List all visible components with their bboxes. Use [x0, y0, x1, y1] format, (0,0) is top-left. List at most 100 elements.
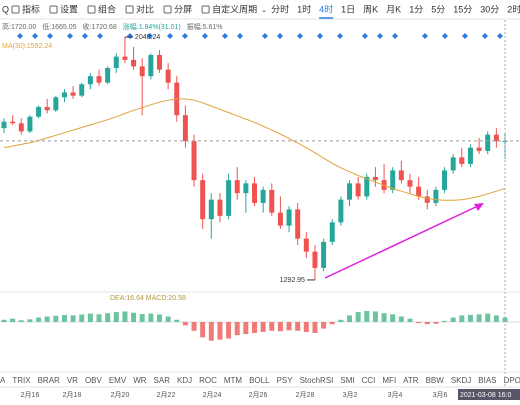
- candle-body: [53, 97, 58, 110]
- macd-bar: [53, 316, 58, 322]
- cursor-time: 2021-03-08 16:0: [460, 392, 511, 399]
- x-label: 2月20: [111, 391, 130, 399]
- high-label: 2040.24: [135, 34, 160, 41]
- macd-bar: [174, 320, 179, 322]
- indicator-tab[interactable]: StochRSI: [300, 376, 334, 385]
- low-label: 1292.95: [280, 277, 305, 284]
- tool-item[interactable]: 分屏: [174, 4, 192, 14]
- candle-body: [338, 200, 343, 223]
- period-tab[interactable]: 30分: [480, 4, 499, 14]
- macd-bar: [235, 322, 240, 335]
- candle-body: [459, 157, 464, 164]
- tool-item[interactable]: 组合: [98, 3, 116, 14]
- candle-body: [36, 107, 41, 117]
- candle-body: [226, 180, 231, 216]
- candle-body: [157, 55, 162, 70]
- indicator-tab[interactable]: SKDJ: [451, 376, 471, 385]
- macd-bar: [494, 315, 499, 322]
- indicator-tab[interactable]: BBW: [426, 376, 445, 385]
- candle-body: [433, 190, 438, 203]
- stat: 高:1720.00: [2, 22, 36, 31]
- macd-bar: [183, 322, 188, 325]
- macd-bar: [321, 322, 326, 329]
- macd-bar: [36, 318, 41, 322]
- indicator-tab[interactable]: ROC: [199, 376, 217, 385]
- macd-bar: [243, 322, 248, 334]
- candle-body: [217, 200, 222, 216]
- indicator-tab[interactable]: KDJ: [177, 376, 192, 385]
- macd-bar: [71, 315, 76, 322]
- indicator-tab[interactable]: BOLL: [249, 376, 270, 385]
- period-tab[interactable]: 4时: [319, 3, 333, 14]
- macd-bar: [295, 322, 300, 331]
- macd-bar: [45, 317, 50, 323]
- indicator-tab[interactable]: TRIX: [12, 376, 31, 385]
- indicator-tab[interactable]: DPO: [504, 376, 520, 385]
- x-label: 2月24: [203, 391, 222, 399]
- indicator-tab[interactable]: ATR: [403, 376, 419, 385]
- macd-bar: [252, 322, 257, 333]
- indicator-tab[interactable]: SMI: [340, 376, 354, 385]
- candle-body: [10, 122, 15, 124]
- indicator-tab[interactable]: PSY: [277, 376, 294, 385]
- candle-body: [114, 57, 119, 68]
- macd-bar: [200, 322, 205, 337]
- candle-body: [468, 148, 473, 164]
- period-tab[interactable]: 15分: [453, 4, 472, 14]
- candle-body: [148, 55, 153, 76]
- candle-body: [399, 170, 404, 180]
- period-tab[interactable]: 2时: [507, 3, 520, 14]
- macd-bar: [157, 315, 162, 322]
- macd-bar: [209, 322, 214, 341]
- period-tab[interactable]: 5分: [431, 4, 445, 14]
- candle-body: [485, 135, 490, 151]
- tool-item[interactable]: 自定义周期: [212, 3, 257, 14]
- indicator-tab[interactable]: MTM: [224, 376, 243, 385]
- macd-bar: [459, 315, 464, 322]
- macd-bar: [312, 322, 317, 333]
- macd-label: DEA:16.64 MACD:20.58: [110, 295, 186, 302]
- macd-bar: [105, 313, 110, 322]
- indicator-tab[interactable]: SAR: [154, 376, 171, 385]
- candle-body: [442, 170, 447, 190]
- period-tab[interactable]: 1时: [297, 3, 311, 14]
- candle-body: [425, 196, 430, 203]
- period-tab[interactable]: 周K: [363, 4, 378, 14]
- macd-bar: [425, 322, 430, 324]
- tool-item[interactable]: 对比: [136, 3, 154, 14]
- tool-item[interactable]: 设置: [60, 4, 78, 14]
- candle-body: [200, 180, 205, 219]
- indicator-tab[interactable]: BRAR: [38, 376, 60, 385]
- indicator-tab[interactable]: BIAS: [478, 376, 496, 385]
- macd-bar: [131, 313, 136, 322]
- period-tab[interactable]: 1分: [409, 4, 423, 14]
- indicator-tab[interactable]: MFI: [382, 376, 396, 385]
- tool-item[interactable]: 指标: [22, 3, 40, 14]
- indicator-tab[interactable]: CCI: [362, 376, 376, 385]
- macd-bar: [364, 311, 369, 322]
- candle-body: [295, 209, 300, 238]
- indicator-tab[interactable]: OBV: [85, 376, 103, 385]
- macd-bar: [166, 317, 171, 323]
- macd-bar: [442, 321, 447, 322]
- candle-body: [494, 135, 499, 142]
- ma-label: MA(30):1592.24: [2, 43, 52, 50]
- candle-body: [304, 239, 309, 252]
- x-label: 3月6: [433, 391, 448, 399]
- macd-bar: [19, 320, 24, 322]
- period-tab[interactable]: 1日: [341, 4, 355, 14]
- period-tab[interactable]: 月K: [386, 4, 401, 14]
- candle-body: [97, 76, 102, 83]
- macd-bar: [330, 322, 335, 324]
- period-tab[interactable]: 分时: [271, 3, 289, 14]
- macd-bar: [373, 311, 378, 322]
- indicator-tab[interactable]: EMV: [109, 376, 127, 385]
- candle-body: [312, 252, 317, 268]
- macd-bar: [97, 314, 102, 322]
- indicator-tab[interactable]: WR: [133, 376, 147, 385]
- indicator-tab[interactable]: VR: [67, 376, 78, 385]
- indicator-tab[interactable]: A: [0, 376, 6, 385]
- macd-bar: [382, 313, 387, 322]
- candle-body: [105, 68, 110, 83]
- search-icon[interactable]: Q: [2, 4, 9, 14]
